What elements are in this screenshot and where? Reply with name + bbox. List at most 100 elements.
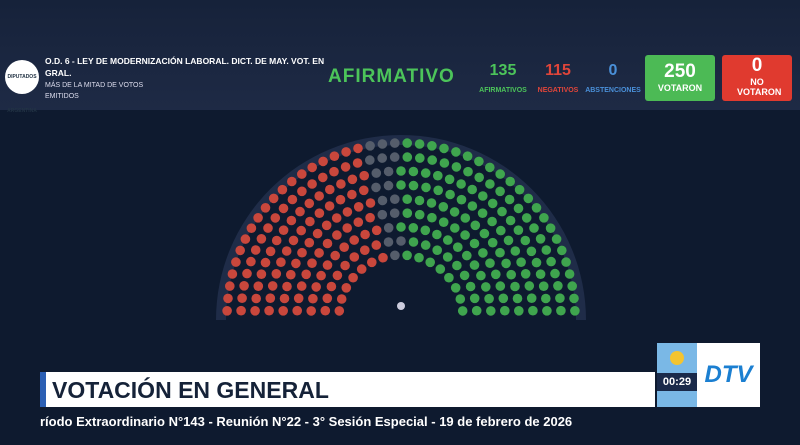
seat — [513, 203, 524, 214]
seat — [307, 162, 318, 173]
seat — [389, 152, 400, 162]
seat — [329, 151, 340, 161]
seat — [471, 305, 482, 316]
seat — [546, 256, 556, 267]
seat — [371, 182, 381, 193]
seat — [242, 268, 252, 279]
seat — [347, 189, 357, 200]
seat — [570, 306, 580, 316]
seat — [270, 213, 281, 223]
seat — [539, 213, 549, 223]
seat — [529, 223, 539, 233]
seat — [470, 220, 481, 231]
seat — [503, 235, 514, 246]
seat — [408, 223, 419, 233]
seat — [371, 168, 382, 178]
seat — [476, 270, 486, 281]
seat — [365, 212, 375, 223]
seat — [557, 245, 567, 256]
seat — [324, 201, 335, 211]
seat — [420, 225, 431, 236]
seat — [497, 206, 507, 217]
seat — [341, 147, 351, 157]
seat — [253, 213, 263, 223]
seat — [427, 155, 438, 165]
seat — [383, 166, 394, 177]
tally-value: 115 — [545, 62, 571, 79]
seat — [485, 162, 495, 173]
hemicycle — [216, 135, 586, 320]
seat — [340, 162, 351, 172]
seat — [365, 198, 376, 208]
seat — [256, 269, 267, 279]
seat — [297, 169, 307, 179]
seat — [359, 170, 370, 181]
tally-value: 0 — [608, 62, 618, 79]
seat — [268, 193, 279, 204]
seat — [408, 237, 419, 247]
seat — [443, 235, 453, 245]
seat — [460, 230, 470, 240]
seat — [329, 166, 339, 177]
seat — [332, 230, 342, 240]
seat — [531, 257, 542, 268]
seat — [495, 281, 506, 291]
voted-box: 250 VOTARON — [645, 55, 715, 101]
seat — [253, 281, 264, 291]
seat — [569, 293, 579, 304]
result: AFIRMATIVO — [328, 66, 455, 87]
seat — [396, 236, 406, 246]
seat — [347, 174, 358, 185]
seat — [260, 203, 271, 213]
seat — [477, 208, 488, 218]
seat — [521, 213, 532, 223]
seat — [291, 258, 301, 269]
seat — [485, 179, 495, 189]
seat — [402, 194, 413, 204]
seat — [331, 213, 342, 223]
seat — [341, 283, 352, 293]
seat — [263, 223, 273, 233]
seat — [246, 256, 256, 267]
president-seat — [397, 302, 405, 310]
seat — [296, 225, 307, 236]
seat — [321, 220, 332, 231]
seat — [474, 172, 485, 183]
seat — [455, 294, 466, 304]
seat — [553, 281, 563, 291]
seat — [250, 306, 260, 316]
seat — [267, 281, 278, 291]
seat — [383, 180, 394, 191]
not-voted-value: 0 — [751, 55, 763, 76]
seat — [325, 184, 335, 195]
seat — [484, 293, 494, 304]
seat — [222, 306, 232, 316]
seat — [504, 194, 515, 205]
seat — [414, 195, 425, 206]
seat — [450, 283, 461, 293]
seat — [383, 237, 394, 247]
seat — [297, 186, 307, 197]
seat — [414, 139, 425, 149]
seat — [451, 162, 462, 172]
seat — [279, 293, 290, 304]
seat — [314, 191, 325, 201]
seat — [485, 258, 495, 268]
seat — [535, 269, 546, 279]
seat — [487, 237, 498, 248]
seat — [250, 245, 261, 255]
seat — [420, 168, 431, 178]
seat — [316, 270, 326, 281]
seat — [496, 225, 506, 236]
seat — [352, 158, 363, 168]
seat — [474, 156, 484, 167]
subtitle: MÁS DE LA MITAD DE VOTOS EMITIDOS — [45, 82, 144, 100]
seat — [545, 223, 556, 233]
seat — [456, 194, 467, 205]
seat — [452, 260, 462, 271]
seat — [306, 306, 317, 316]
seat — [487, 216, 497, 227]
seat — [481, 282, 491, 292]
not-voted-box: 0 NO VOTARON — [722, 55, 792, 101]
seat — [356, 264, 367, 274]
